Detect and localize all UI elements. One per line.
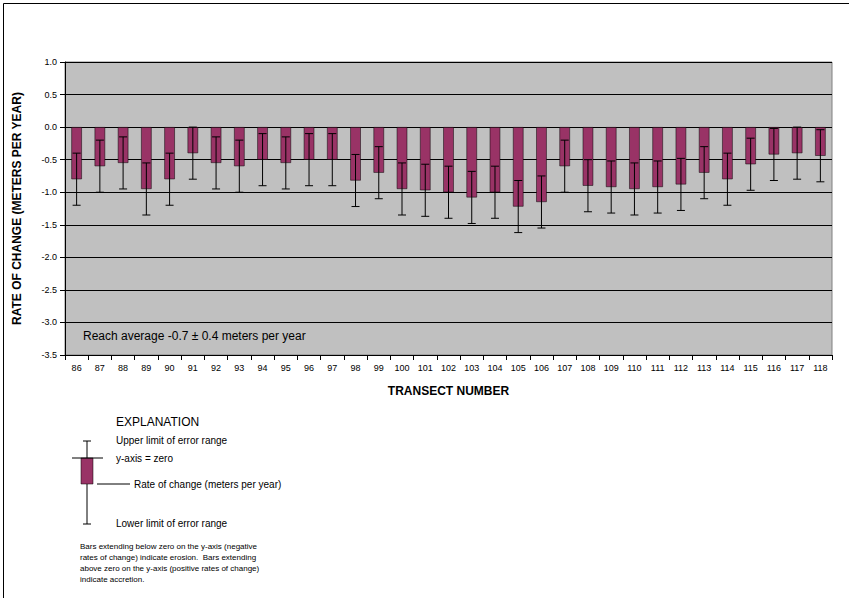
svg-text:106: 106 [534, 363, 549, 373]
svg-text:Reach average -0.7 ± 0.4 meter: Reach average -0.7 ± 0.4 meters per year [83, 329, 306, 343]
svg-text:95: 95 [281, 363, 291, 373]
svg-text:113: 113 [697, 363, 711, 373]
svg-text:103: 103 [464, 363, 479, 373]
svg-text:0.5: 0.5 [44, 90, 57, 100]
svg-text:118: 118 [813, 363, 827, 373]
svg-text:112: 112 [674, 363, 688, 373]
svg-text:87: 87 [95, 363, 105, 373]
svg-text:117: 117 [790, 363, 804, 373]
svg-text:above zero on the y-axis (posi: above zero on the y-axis (positive rates… [80, 564, 260, 573]
svg-text:EXPLANATION: EXPLANATION [116, 415, 199, 429]
svg-text:-1.0: -1.0 [41, 187, 57, 197]
svg-text:-3.5: -3.5 [41, 350, 57, 360]
svg-text:101: 101 [418, 363, 433, 373]
svg-text:89: 89 [141, 363, 151, 373]
svg-text:110: 110 [627, 363, 641, 373]
svg-text:93: 93 [234, 363, 244, 373]
svg-text:99: 99 [374, 363, 384, 373]
svg-text:Lower limit of error range: Lower limit of error range [116, 518, 228, 529]
svg-text:0.0: 0.0 [44, 122, 57, 132]
svg-text:RATE OF CHANGE (METERS PER YEA: RATE OF CHANGE (METERS PER YEAR) [10, 92, 24, 325]
svg-text:100: 100 [394, 363, 409, 373]
svg-text:115: 115 [743, 363, 757, 373]
svg-text:116: 116 [767, 363, 781, 373]
svg-text:109: 109 [604, 363, 619, 373]
svg-text:y-axis = zero: y-axis = zero [116, 453, 173, 464]
svg-text:rates of change) indicate eros: rates of change) indicate erosion. Bars … [80, 553, 256, 562]
svg-text:104: 104 [487, 363, 502, 373]
svg-text:107: 107 [557, 363, 572, 373]
svg-text:-1.5: -1.5 [41, 220, 57, 230]
svg-text:105: 105 [511, 363, 526, 373]
svg-text:114: 114 [720, 363, 734, 373]
svg-text:88: 88 [118, 363, 128, 373]
svg-text:111: 111 [651, 363, 665, 373]
svg-text:108: 108 [580, 363, 595, 373]
svg-text:-2.0: -2.0 [41, 252, 57, 262]
svg-text:-0.5: -0.5 [41, 155, 57, 165]
svg-text:86: 86 [72, 363, 82, 373]
svg-text:94: 94 [258, 363, 268, 373]
svg-text:1.0: 1.0 [44, 57, 57, 67]
svg-text:92: 92 [211, 363, 221, 373]
svg-text:-3.0: -3.0 [41, 317, 57, 327]
svg-text:indicate accretion.: indicate accretion. [80, 575, 144, 584]
svg-text:96: 96 [304, 363, 314, 373]
svg-text:TRANSECT NUMBER: TRANSECT NUMBER [388, 384, 510, 398]
svg-text:-2.5: -2.5 [41, 285, 57, 295]
svg-text:Rate of change (meters per yea: Rate of change (meters per year) [134, 479, 281, 490]
svg-text:Upper limit of error range: Upper limit of error range [116, 435, 228, 446]
svg-text:91: 91 [188, 363, 198, 373]
svg-text:98: 98 [351, 363, 361, 373]
svg-text:102: 102 [441, 363, 456, 373]
svg-text:97: 97 [327, 363, 337, 373]
svg-text:90: 90 [165, 363, 175, 373]
svg-text:Bars extending below zero on t: Bars extending below zero on the y-axis … [80, 542, 258, 551]
